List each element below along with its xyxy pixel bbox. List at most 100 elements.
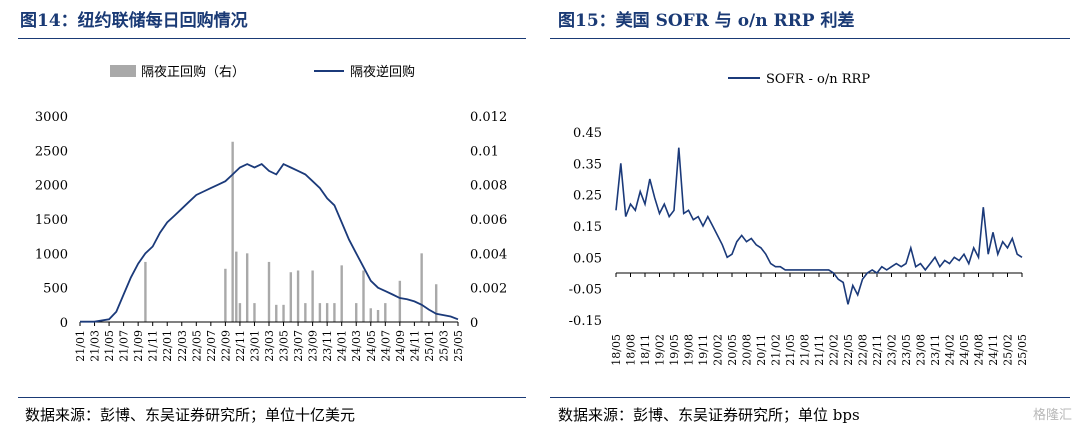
right-source-rule bbox=[550, 397, 1070, 398]
x-tick-label: 23/05 bbox=[900, 334, 913, 366]
x-tick-label: 24/11 bbox=[408, 330, 421, 362]
x-tick-label: 23/07 bbox=[292, 330, 305, 362]
x-tick-label: 21/09 bbox=[132, 330, 145, 362]
legend-line-label: SOFR - o/n RRP bbox=[766, 72, 870, 87]
bar-mark bbox=[318, 303, 322, 322]
bar-mark bbox=[398, 280, 402, 322]
x-tick-label: 21/11 bbox=[147, 330, 160, 362]
x-tick-label: 23/11 bbox=[321, 330, 334, 362]
x-tick-label: 21/07 bbox=[118, 330, 131, 362]
bar-mark bbox=[289, 272, 293, 322]
y-left-tick-label: 1500 bbox=[35, 213, 68, 228]
x-tick-label: 22/07 bbox=[205, 330, 218, 362]
x-tick-label: 18/05 bbox=[610, 334, 623, 366]
bar-mark bbox=[311, 270, 314, 322]
y-tick-label: 0.15 bbox=[573, 220, 602, 235]
x-tick-label: 24/05 bbox=[365, 330, 378, 362]
x-tick-label: 24/01 bbox=[336, 330, 349, 362]
x-tick-label: 25/01 bbox=[423, 330, 436, 362]
x-tick-label: 25/02 bbox=[1002, 334, 1015, 366]
x-tick-label: 18/08 bbox=[625, 334, 638, 366]
bar-mark bbox=[282, 304, 285, 322]
y-left-tick-label: 1000 bbox=[35, 247, 68, 262]
bar-mark bbox=[369, 308, 372, 322]
bar-mark bbox=[420, 253, 423, 322]
x-tick-label: 25/05 bbox=[452, 330, 465, 362]
y-right-tick-label: 0.008 bbox=[470, 179, 507, 194]
y-tick-label: 0.05 bbox=[573, 251, 602, 266]
right-title-rule bbox=[550, 38, 1070, 39]
bar-mark bbox=[340, 265, 343, 322]
y-tick-label: 0.45 bbox=[573, 126, 602, 141]
right-chart-title: 图15：美国 SOFR 与 o/n RRP 利差 bbox=[558, 11, 855, 31]
legend-bar-swatch bbox=[110, 65, 136, 77]
bar-mark bbox=[235, 251, 238, 322]
x-tick-label: 20/05 bbox=[726, 334, 739, 366]
x-tick-label: 24/09 bbox=[394, 330, 407, 362]
bar-mark bbox=[434, 284, 438, 322]
bar-mark bbox=[267, 261, 271, 322]
y-right-tick-label: 0 bbox=[470, 316, 478, 331]
x-tick-label: 22/11 bbox=[234, 330, 247, 362]
y-tick-label: 0.25 bbox=[573, 189, 602, 204]
y-right-tick-label: 0.004 bbox=[470, 247, 507, 262]
x-tick-label: 23/01 bbox=[248, 330, 261, 362]
x-tick-label: 22/02 bbox=[828, 334, 841, 366]
y-tick-label: 0.35 bbox=[573, 157, 602, 172]
y-left-tick-label: 0 bbox=[60, 316, 68, 331]
x-tick-label: 22/09 bbox=[219, 330, 232, 362]
bar-mark bbox=[376, 309, 380, 322]
y-left-tick-label: 3000 bbox=[35, 110, 68, 125]
left-title-rule bbox=[18, 38, 526, 39]
x-tick-label: 22/08 bbox=[857, 334, 870, 366]
x-tick-label: 21/05 bbox=[103, 330, 116, 362]
bar-mark bbox=[304, 303, 307, 322]
bar-mark bbox=[238, 303, 242, 322]
x-tick-label: 19/08 bbox=[683, 334, 696, 366]
x-tick-label: 24/02 bbox=[944, 334, 957, 366]
bar-mark bbox=[231, 141, 234, 322]
x-tick-label: 21/11 bbox=[813, 334, 826, 366]
x-tick-label: 18/11 bbox=[639, 334, 652, 366]
bar-mark bbox=[224, 268, 227, 322]
bar-mark bbox=[253, 303, 256, 322]
x-tick-label: 22/01 bbox=[161, 330, 174, 362]
x-tick-label: 23/11 bbox=[929, 334, 942, 366]
x-tick-label: 23/09 bbox=[307, 330, 320, 362]
y-tick-label: -0.05 bbox=[569, 283, 602, 298]
x-tick-label: 21/08 bbox=[799, 334, 812, 366]
reverse-repo-line bbox=[80, 162, 459, 323]
x-tick-label: 23/02 bbox=[886, 334, 899, 366]
bar-mark bbox=[325, 303, 329, 322]
x-tick-label: 24/11 bbox=[987, 334, 1000, 366]
y-tick-label: -0.15 bbox=[569, 314, 602, 329]
bar-mark bbox=[275, 304, 278, 322]
bar-mark bbox=[384, 303, 387, 322]
x-tick-label: 20/02 bbox=[712, 334, 725, 366]
legend-bar-label: 隔夜正回购（右） bbox=[141, 64, 245, 80]
right-source: 数据来源：彭博、东吴证券研究所；单位 bps bbox=[558, 406, 860, 424]
bar-mark bbox=[355, 303, 358, 322]
x-tick-label: 21/05 bbox=[784, 334, 797, 366]
y-left-tick-label: 500 bbox=[43, 282, 68, 297]
right-chart: SOFR - o/n RRP 0.45 0.35 0.25 0.15 0.05 -0.05 -… bbox=[569, 72, 1029, 366]
watermark: 格隆汇 bbox=[1032, 408, 1072, 423]
x-tick-label: 20/08 bbox=[741, 334, 754, 366]
x-tick-label: 21/03 bbox=[89, 330, 102, 362]
x-tick-label: 21/02 bbox=[770, 334, 783, 366]
x-tick-label: 25/05 bbox=[1016, 334, 1029, 366]
x-tick-label: 23/08 bbox=[915, 334, 928, 366]
x-tick-label: 23/03 bbox=[263, 330, 276, 362]
y-left-tick-label: 2000 bbox=[35, 179, 68, 194]
y-left-tick-label: 2500 bbox=[35, 144, 68, 159]
sofr-spread-line bbox=[615, 147, 1023, 305]
y-right-tick-label: 0.002 bbox=[470, 282, 507, 297]
x-tick-label: 19/02 bbox=[654, 334, 667, 366]
x-tick-label: 22/05 bbox=[190, 330, 203, 362]
x-tick-label: 23/05 bbox=[278, 330, 291, 362]
legend-line-label: 隔夜逆回购 bbox=[350, 64, 415, 80]
left-chart-title: 图14：纽约联储每日回购情况 bbox=[20, 11, 248, 31]
y-right-tick-label: 0.012 bbox=[470, 110, 507, 125]
bar-mark bbox=[245, 253, 249, 322]
left-source-rule bbox=[18, 397, 526, 398]
